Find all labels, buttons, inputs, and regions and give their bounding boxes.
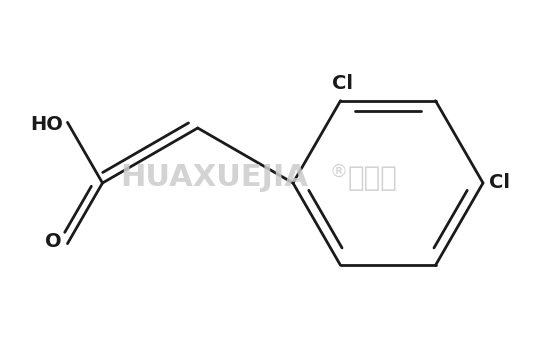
Text: ®: ® [330, 163, 348, 181]
Text: Cl: Cl [332, 74, 353, 93]
Text: HUAXUEJIA: HUAXUEJIA [120, 163, 308, 193]
Text: O: O [45, 232, 62, 251]
Text: Cl: Cl [489, 173, 510, 193]
Text: HO: HO [31, 115, 63, 134]
Text: 化学加: 化学加 [348, 164, 398, 192]
